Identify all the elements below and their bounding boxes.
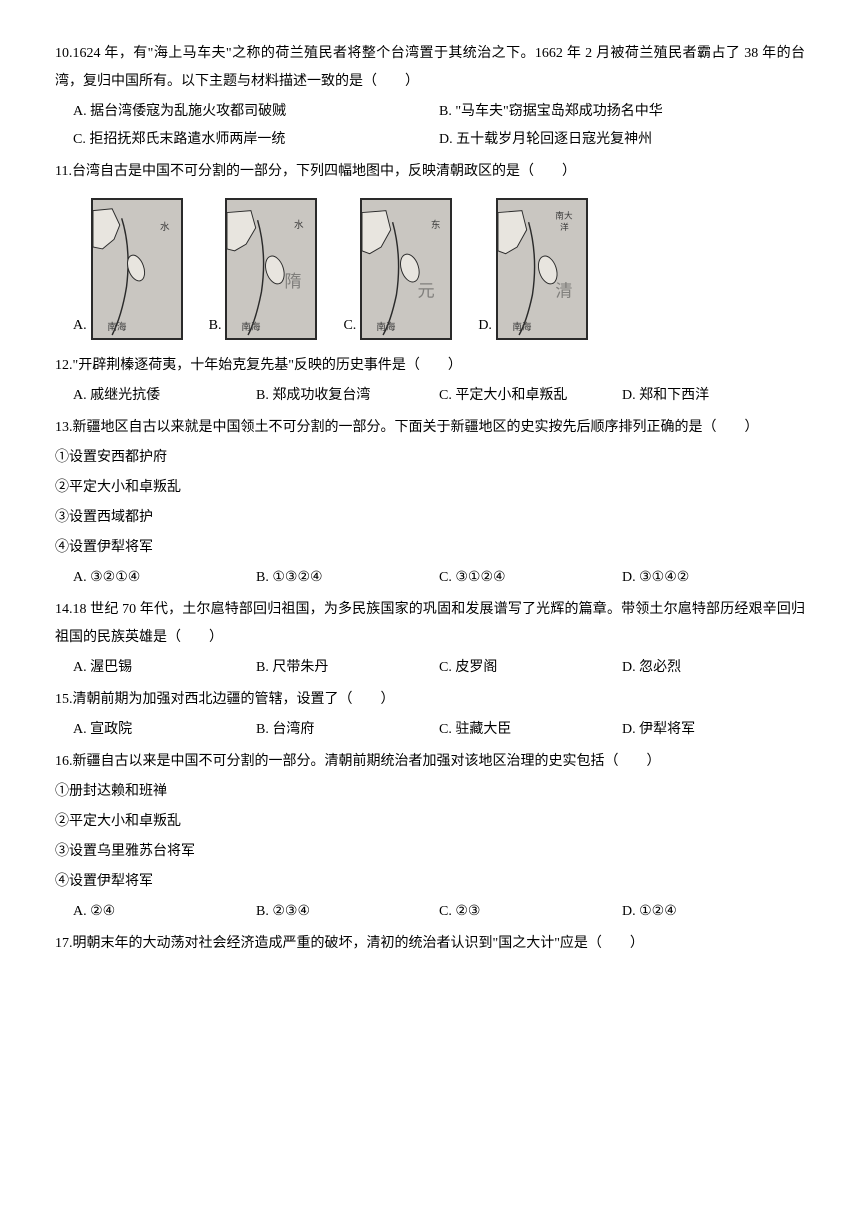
option-15-d: D. 伊犁将军 (622, 716, 805, 744)
question-12-text: 12."开辟荆榛逐荷夷，十年始克复先基"反映的历史事件是（ ） (55, 352, 805, 380)
option-15-a: A. 宣政院 (73, 716, 256, 744)
option-10-b: B. "马车夫"窃据宝岛郑成功扬名中华 (439, 98, 805, 126)
map-option-a: A. 水 南海 (73, 198, 183, 340)
map-image-d: 南大 洋 清 南海 (496, 198, 588, 340)
option-16-b: B. ②③④ (256, 898, 439, 926)
svg-text:水: 水 (160, 221, 170, 233)
q13-item-2: ②平定大小和卓叛乱 (55, 474, 805, 502)
question-14: 14.18 世纪 70 年代，土尔扈特部回归祖国，为多民族国家的巩固和发展谱写了… (55, 596, 805, 682)
question-16-options: A. ②④ B. ②③④ C. ②③ D. ①②④ (55, 898, 805, 926)
question-14-options: A. 渥巴锡 B. 尺带朱丹 C. 皮罗阁 D. 忽必烈 (55, 654, 805, 682)
question-13-options: A. ③②①④ B. ①③②④ C. ③①②④ D. ③①④② (55, 564, 805, 592)
question-11-maps: A. 水 南海 B. 水 (55, 198, 805, 340)
map-image-c: 东 元 南海 (360, 198, 452, 340)
question-16-text: 16.新疆自古以来是中国不可分割的一部分。清朝前期统治者加强对该地区治理的史实包… (55, 748, 805, 776)
question-10-options: A. 据台湾倭寇为乱施火攻都司破贼 B. "马车夫"窃据宝岛郑成功扬名中华 C.… (55, 98, 805, 154)
question-12: 12."开辟荆榛逐荷夷，十年始克复先基"反映的历史事件是（ ） A. 戚继光抗倭… (55, 352, 805, 410)
option-12-c: C. 平定大小和卓叛乱 (439, 382, 622, 410)
map-image-b: 水 隋 南海 (225, 198, 317, 340)
svg-text:南海: 南海 (107, 321, 127, 333)
question-16: 16.新疆自古以来是中国不可分割的一部分。清朝前期统治者加强对该地区治理的史实包… (55, 748, 805, 926)
svg-text:南海: 南海 (377, 321, 397, 333)
question-11: 11.台湾自古是中国不可分割的一部分，下列四幅地图中，反映清朝政区的是（ ） A… (55, 158, 805, 340)
q13-item-4: ④设置伊犁将军 (55, 534, 805, 562)
option-12-a: A. 戚继光抗倭 (73, 382, 256, 410)
map-option-b: B. 水 隋 南海 (209, 198, 318, 340)
svg-text:南海: 南海 (242, 321, 262, 333)
option-12-d: D. 郑和下西洋 (622, 382, 805, 410)
option-16-c: C. ②③ (439, 898, 622, 926)
option-16-a: A. ②④ (73, 898, 256, 926)
option-15-b: B. 台湾府 (256, 716, 439, 744)
q16-item-2: ②平定大小和卓叛乱 (55, 808, 805, 836)
svg-text:清: 清 (555, 282, 572, 301)
svg-text:南大: 南大 (555, 209, 573, 220)
map-label-b: B. (209, 312, 222, 340)
q13-item-3: ③设置西域都护 (55, 504, 805, 532)
q13-item-1: ①设置安西都护府 (55, 444, 805, 472)
question-10: 10.1624 年，有"海上马车夫"之称的荷兰殖民者将整个台湾置于其统治之下。1… (55, 40, 805, 154)
option-13-b: B. ①③②④ (256, 564, 439, 592)
map-image-a: 水 南海 (91, 198, 183, 340)
question-17: 17.明朝末年的大动荡对社会经济造成严重的破坏，清初的统治者认识到"国之大计"应… (55, 930, 805, 958)
option-14-a: A. 渥巴锡 (73, 654, 256, 682)
q16-item-1: ①册封达赖和班禅 (55, 778, 805, 806)
option-13-a: A. ③②①④ (73, 564, 256, 592)
map-label-c: C. (343, 312, 356, 340)
question-12-options: A. 戚继光抗倭 B. 郑成功收复台湾 C. 平定大小和卓叛乱 D. 郑和下西洋 (55, 382, 805, 410)
question-15-options: A. 宣政院 B. 台湾府 C. 驻藏大臣 D. 伊犁将军 (55, 716, 805, 744)
question-13-text: 13.新疆地区自古以来就是中国领土不可分割的一部分。下面关于新疆地区的史实按先后… (55, 414, 805, 442)
svg-text:南海: 南海 (512, 321, 532, 333)
option-13-d: D. ③①④② (622, 564, 805, 592)
svg-text:水: 水 (294, 219, 304, 231)
option-13-c: C. ③①②④ (439, 564, 622, 592)
option-15-c: C. 驻藏大臣 (439, 716, 622, 744)
option-14-b: B. 尺带朱丹 (256, 654, 439, 682)
question-15: 15.清朝前期为加强对西北边疆的管辖，设置了（ ） A. 宣政院 B. 台湾府 … (55, 686, 805, 744)
option-10-c: C. 拒招抚郑氏末路遣水师两岸一统 (73, 126, 439, 154)
question-11-text: 11.台湾自古是中国不可分割的一部分，下列四幅地图中，反映清朝政区的是（ ） (55, 158, 805, 186)
map-label-a: A. (73, 312, 87, 340)
question-10-text: 10.1624 年，有"海上马车夫"之称的荷兰殖民者将整个台湾置于其统治之下。1… (55, 40, 805, 96)
option-14-d: D. 忽必烈 (622, 654, 805, 682)
option-14-c: C. 皮罗阁 (439, 654, 622, 682)
svg-text:隋: 隋 (285, 272, 302, 291)
question-15-text: 15.清朝前期为加强对西北边疆的管辖，设置了（ ） (55, 686, 805, 714)
map-option-c: C. 东 元 南海 (343, 198, 452, 340)
question-14-text: 14.18 世纪 70 年代，土尔扈特部回归祖国，为多民族国家的巩固和发展谱写了… (55, 596, 805, 652)
option-10-d: D. 五十载岁月轮回逐日寇光复神州 (439, 126, 805, 154)
option-16-d: D. ①②④ (622, 898, 805, 926)
q16-item-3: ③设置乌里雅苏台将军 (55, 838, 805, 866)
svg-text:洋: 洋 (560, 221, 569, 232)
question-13: 13.新疆地区自古以来就是中国领土不可分割的一部分。下面关于新疆地区的史实按先后… (55, 414, 805, 592)
svg-text:元: 元 (418, 282, 435, 301)
svg-text:东: 东 (431, 219, 441, 231)
option-12-b: B. 郑成功收复台湾 (256, 382, 439, 410)
option-10-a: A. 据台湾倭寇为乱施火攻都司破贼 (73, 98, 439, 126)
question-17-text: 17.明朝末年的大动荡对社会经济造成严重的破坏，清初的统治者认识到"国之大计"应… (55, 930, 805, 958)
map-label-d: D. (478, 312, 492, 340)
map-option-d: D. 南大 洋 清 南海 (478, 198, 588, 340)
q16-item-4: ④设置伊犁将军 (55, 868, 805, 896)
